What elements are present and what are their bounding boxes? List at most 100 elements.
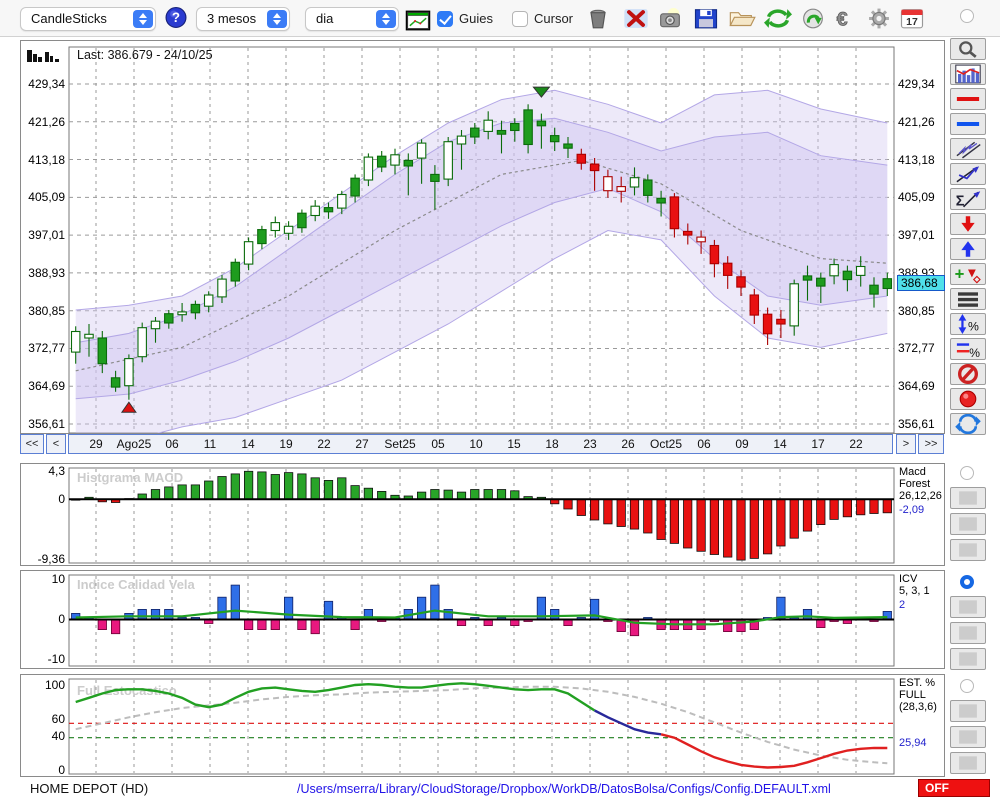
blue-line-icon[interactable] — [950, 113, 986, 135]
range-value: 3 mesos — [207, 11, 257, 26]
panel-radio-icv[interactable] — [960, 575, 974, 589]
lines-percent-icon-macd[interactable] — [950, 513, 986, 535]
icv-last-value: 2 — [899, 599, 906, 611]
arrow-down-red-icon[interactable] — [950, 213, 986, 235]
scroll-prev-button[interactable]: < — [46, 434, 66, 454]
date-tick-label: 27 — [355, 437, 369, 451]
sync-icon[interactable] — [950, 413, 986, 435]
axis-tick-label: 356,61 — [28, 417, 65, 431]
off-toggle[interactable]: OFF — [918, 779, 990, 797]
date-tick-label: 17 — [811, 437, 825, 451]
candlestick-plot[interactable] — [21, 41, 944, 433]
scroll-next-button[interactable]: > — [896, 434, 916, 454]
axis-tick-label: 413,18 — [898, 152, 935, 167]
arrow-up-blue-icon[interactable] — [950, 238, 986, 260]
scroll-last-button[interactable]: >> — [918, 434, 944, 454]
sigma-trend-icon[interactable]: Σ — [950, 188, 986, 210]
date-tick-label: Oct25 — [649, 437, 682, 451]
last-price-tag: 386,68 — [897, 275, 945, 292]
help-icon[interactable]: ? — [162, 4, 190, 31]
trash-icon[interactable] — [584, 5, 612, 32]
date-tick-label: 14 — [773, 437, 787, 451]
svg-text:Σ: Σ — [956, 194, 965, 209]
axis-tick-label: 364,69 — [898, 379, 935, 394]
curve-icon-icv[interactable] — [950, 648, 986, 670]
camera-icon[interactable] — [656, 5, 684, 32]
macd-last-value: -2,09 — [899, 504, 925, 516]
date-tick-label: 09 — [735, 437, 749, 451]
toolbar-radio[interactable] — [960, 9, 974, 23]
axis-tick-label: 40 — [51, 729, 65, 743]
panel-arrows-icon-icv[interactable] — [950, 596, 986, 618]
cursor-checkbox[interactable] — [512, 11, 528, 27]
gear-icon[interactable] — [865, 5, 893, 32]
date-labels-strip: 29 Ago25 06 11 14 19 22 27 Set25 05 10 15 18 23 26 Oct2… — [68, 434, 893, 454]
stochastic-panel[interactable]: Full Estocastico 100 60 40 0 EST. % FULL (2… — [20, 674, 945, 777]
chevron-updown-icon — [376, 10, 396, 28]
axis-tick-label: 380,85 — [28, 303, 65, 318]
save-icon[interactable] — [692, 5, 720, 32]
date-tick-label: 19 — [279, 437, 293, 451]
axis-tick-label: 397,01 — [898, 228, 935, 243]
cursor-label: Cursor — [534, 11, 574, 26]
scroll-first-button[interactable]: << — [20, 434, 44, 454]
axis-tick-label: -9,36 — [37, 552, 65, 567]
axis-tick-label: 388,93 — [28, 265, 65, 280]
lines-list-icon[interactable] — [950, 288, 986, 310]
date-tick-label: Ago25 — [116, 437, 152, 451]
date-tick-label: 05 — [431, 437, 445, 451]
zoom-icon[interactable] — [950, 38, 986, 60]
calendar-icon[interactable]: 17 — [898, 5, 926, 32]
trendline-icon[interactable] — [950, 163, 986, 185]
panel-radio-macd[interactable] — [960, 466, 974, 480]
axis-tick-label: 0 — [58, 763, 65, 777]
axis-tick-label: 397,01 — [28, 228, 65, 243]
chart-window-icon[interactable] — [404, 7, 432, 34]
curve-icon-macd[interactable] — [950, 539, 986, 561]
add-marker-icon[interactable]: + — [950, 263, 986, 285]
record-icon[interactable] — [950, 388, 986, 410]
chart-type-select[interactable]: CandleSticks — [20, 7, 156, 31]
date-tick-label: 06 — [697, 437, 711, 451]
stochastic-last-value: 25,94 — [899, 737, 927, 749]
period-value: dia — [316, 11, 334, 26]
period-select[interactable]: dia — [305, 7, 399, 31]
forbidden-icon[interactable] — [950, 363, 986, 385]
svg-text:%: % — [968, 320, 979, 334]
axis-tick-label: 413,18 — [28, 152, 65, 167]
axis-tick-label: -10 — [47, 651, 65, 666]
axis-tick-label: 405,09 — [28, 190, 65, 205]
date-tick-label: 06 — [165, 437, 179, 451]
date-tick-label: 22 — [317, 437, 331, 451]
panel-arrows-icon-stoch[interactable] — [950, 700, 986, 722]
macd-side-labels: Macd Forest 26,12,26 -2,09 — [899, 466, 942, 516]
euro-icon[interactable]: € — [832, 5, 860, 32]
vertical-percent-icon[interactable]: % — [950, 313, 986, 335]
curve-icon-stoch[interactable] — [950, 752, 986, 774]
main-price-chart[interactable]: Last: 386.679 - 24/10/25 429,34 421,26 413… — [20, 40, 945, 434]
open-folder-icon[interactable] — [728, 5, 756, 32]
macd-panel[interactable]: Histgrama MACD 4,3 0 -9,36 Macd Forest 26,… — [20, 463, 945, 566]
refresh-icon[interactable] — [764, 5, 792, 32]
red-line-icon[interactable] — [950, 88, 986, 110]
undo-icon[interactable] — [799, 5, 827, 32]
macd-histogram-plot[interactable]: Histgrama MACD — [21, 464, 944, 565]
icv-panel[interactable]: Indice Calidad Vela 10 0 -10 ICV 5, 3, 1 2 — [20, 570, 945, 669]
date-tick-label: 26 — [621, 437, 635, 451]
axis-tick-label: 372,77 — [898, 341, 935, 356]
panel-radio-stoch[interactable] — [960, 679, 974, 693]
config-path-label: /Users/mserra/Library/CloudStorage/Dropb… — [297, 782, 831, 796]
stochastic-plot[interactable]: Full Estocastico — [21, 675, 944, 776]
volume-chart-icon[interactable] — [950, 63, 986, 85]
icv-bars-plot[interactable]: Indice Calidad Vela — [21, 571, 944, 668]
panel-arrows-icon-macd[interactable] — [950, 487, 986, 509]
axis-tick-label: 10 — [51, 572, 65, 587]
lines-percent-icon-icv[interactable] — [950, 622, 986, 644]
delete-red-x-icon[interactable] — [622, 5, 650, 32]
lines-percent-icon[interactable]: % — [950, 338, 986, 360]
channel-icon[interactable] — [950, 138, 986, 160]
lines-percent-icon-stoch[interactable] — [950, 726, 986, 748]
range-select[interactable]: 3 mesos — [196, 7, 290, 31]
guies-checkbox[interactable] — [437, 11, 453, 27]
